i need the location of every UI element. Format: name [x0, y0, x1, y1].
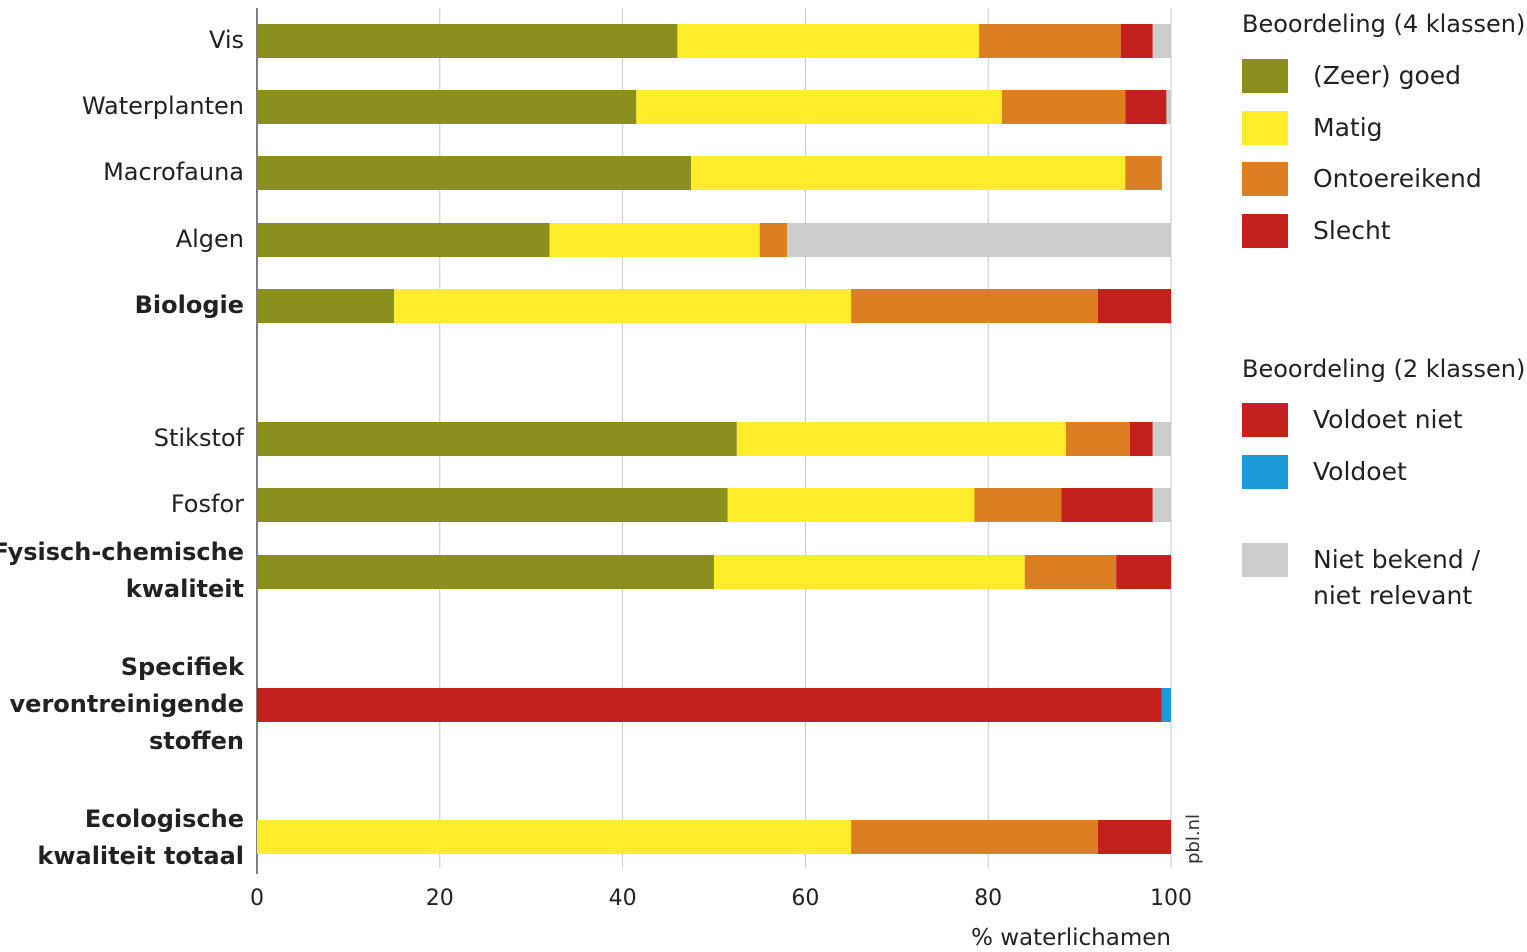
- bar-segment-slecht: [1116, 555, 1171, 589]
- bar-segment-matig: [691, 156, 1126, 190]
- legend-label-ontoereikend: Ontoereikend: [1313, 164, 1482, 193]
- legend-title-2-classes: Beoordeling (2 klassen): [1242, 355, 1526, 383]
- bar-segment-ontoereikend: [851, 289, 1098, 323]
- legend-label-voldoet: Voldoet: [1313, 457, 1407, 486]
- category-label: verontreinigende: [10, 690, 244, 718]
- category-label: Macrofauna: [103, 158, 244, 186]
- x-tick-label: 0: [250, 886, 264, 911]
- bar-segment-ontoereikend: [1125, 156, 1162, 190]
- legend-title-4-classes: Beoordeling (4 klassen): [1242, 10, 1526, 38]
- bar-segment-slecht: [1129, 422, 1153, 456]
- category-label: Fysisch-chemische: [0, 538, 244, 566]
- bar-segment-goed: [257, 90, 637, 124]
- bar-segment-goed: [257, 488, 728, 522]
- legend-swatch-niet-bekend: [1242, 543, 1288, 577]
- bar-segment-goed: [257, 156, 692, 190]
- legend-swatch-voldoet: [1242, 455, 1288, 489]
- x-tick-label: 40: [609, 886, 637, 911]
- bar-segment-onbekend: [1152, 422, 1171, 456]
- legend-swatch-ontoereikend: [1242, 162, 1288, 196]
- legend-label-zeer-goed: (Zeer) goed: [1313, 61, 1462, 90]
- bar-segment-ontoereikend: [1001, 90, 1126, 124]
- bar-segment-ontoereikend: [1024, 555, 1117, 589]
- legend-label-matig: Matig: [1313, 113, 1383, 142]
- bar-segment-onbekend: [787, 223, 1171, 257]
- bar-segment-onbekend: [1152, 24, 1171, 58]
- category-label: Fosfor: [171, 490, 244, 518]
- legend-swatch-voldoet-niet: [1242, 403, 1288, 437]
- legend-label-voldoet-niet: Voldoet niet: [1313, 405, 1463, 434]
- bar-segment-onbekend: [1152, 488, 1171, 522]
- x-tick-label: 80: [974, 886, 1002, 911]
- category-label: Biologie: [135, 291, 244, 319]
- bar-segment-matig: [636, 90, 1002, 124]
- category-label: Waterplanten: [82, 92, 244, 120]
- bar-segment-voldoet: [1161, 688, 1171, 722]
- category-label: Algen: [176, 225, 244, 253]
- category-label: kwaliteit: [126, 575, 244, 603]
- bar-segment-goed: [257, 223, 550, 257]
- bar-segment-slecht: [1097, 820, 1171, 854]
- bar-segment-ontoereikend: [974, 488, 1062, 522]
- x-axis-label: % waterlichamen: [971, 925, 1171, 951]
- legend-swatch-matig: [1242, 111, 1288, 145]
- legend-label-niet-bekend: Niet bekend / niet relevant: [1313, 542, 1480, 614]
- x-tick-label: 60: [791, 886, 819, 911]
- bar-segment-goed: [257, 422, 737, 456]
- x-tick-label: 20: [426, 886, 454, 911]
- bar-segment-ontoereikend: [979, 24, 1121, 58]
- bar-segment-slecht: [1125, 90, 1167, 124]
- bar-segment-slecht: [1097, 289, 1171, 323]
- source-label: pbl.nl: [1183, 814, 1204, 864]
- bar-segment-voldoet_niet: [257, 688, 1162, 722]
- bar-segment-matig: [677, 24, 980, 58]
- bar-segment-matig: [727, 488, 975, 522]
- legend-label-niet-bekend-line-2: niet relevant: [1313, 581, 1473, 610]
- bar-segment-matig: [714, 555, 1025, 589]
- bar-segment-matig: [394, 289, 852, 323]
- category-label: Vis: [209, 26, 244, 54]
- category-label: stoffen: [149, 727, 244, 755]
- bar-segment-goed: [257, 24, 678, 58]
- legend-label-slecht: Slecht: [1313, 216, 1391, 245]
- category-label: kwaliteit totaal: [37, 842, 244, 870]
- bar-segment-matig: [257, 820, 852, 854]
- legend-swatch-zeer-goed: [1242, 59, 1288, 93]
- category-label: Ecologische: [85, 805, 244, 833]
- legend-label-niet-bekend-line-1: Niet bekend /: [1313, 545, 1481, 574]
- bar-segment-goed: [257, 289, 395, 323]
- bar-segment-ontoereikend: [759, 223, 788, 257]
- bar-segment-onbekend: [1166, 90, 1171, 124]
- bar-segment-matig: [549, 223, 760, 257]
- category-label: Stikstof: [154, 424, 245, 452]
- legend-swatch-slecht: [1242, 214, 1288, 248]
- category-label: Specifiek: [121, 653, 245, 681]
- bar-segment-slecht: [1061, 488, 1153, 522]
- bar-segment-slecht: [1120, 24, 1153, 58]
- bar-segment-matig: [736, 422, 1066, 456]
- bar-segment-goed: [257, 555, 714, 589]
- bar-segment-ontoereikend: [851, 820, 1098, 854]
- x-tick-label: 100: [1150, 886, 1192, 911]
- bar-segment-ontoereikend: [1065, 422, 1130, 456]
